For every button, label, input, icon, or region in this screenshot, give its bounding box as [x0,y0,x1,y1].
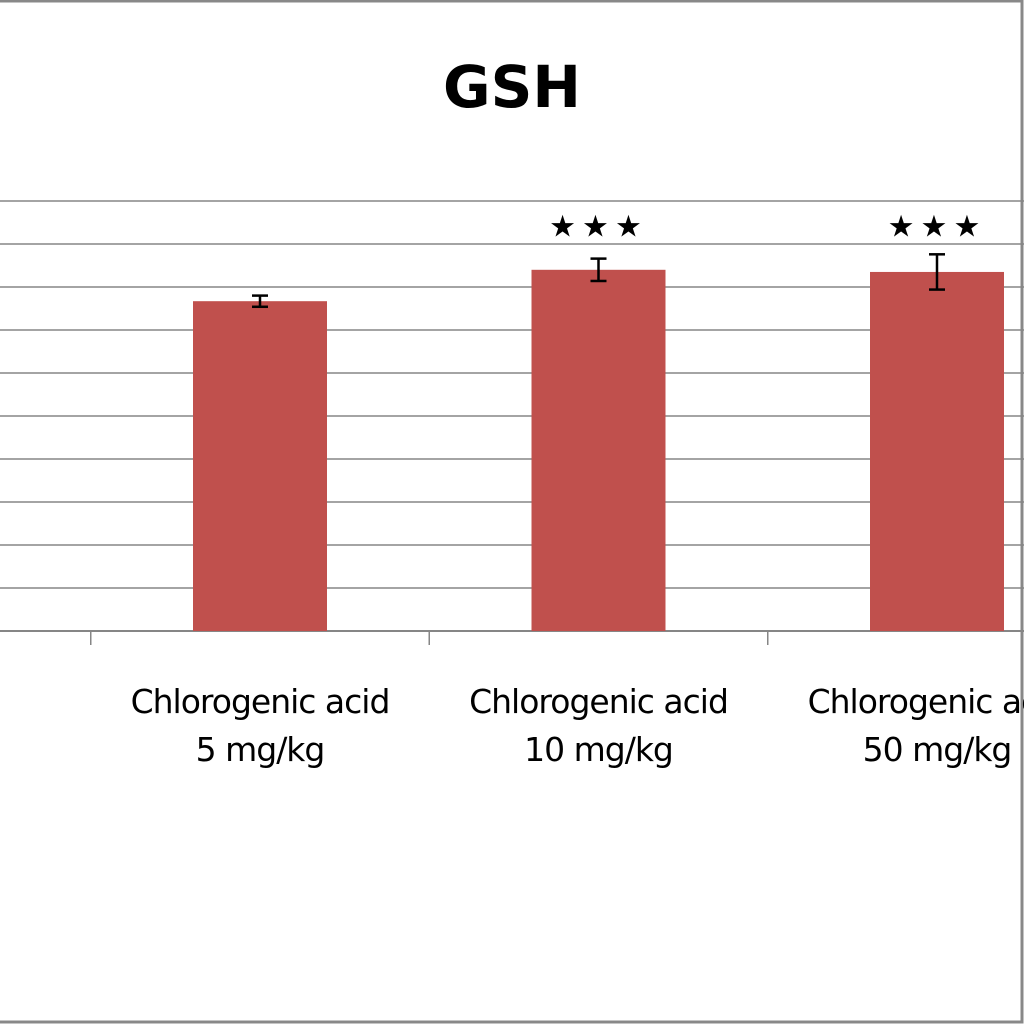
bar [531,269,666,631]
significance-label: ★★★ [888,210,987,245]
significance-label: ★★★ [549,210,648,245]
chart-title: GSH [443,53,581,121]
bar [193,301,327,631]
x-tick-label: Chlorogenic acid 50 mg/kg [807,682,1024,769]
x-tick-label: Chlorogenic acid 5 mg/kg [130,682,391,769]
x-tick-label: Chlorogenic acid 10 mg/kg [469,682,729,769]
bar [870,271,1004,631]
